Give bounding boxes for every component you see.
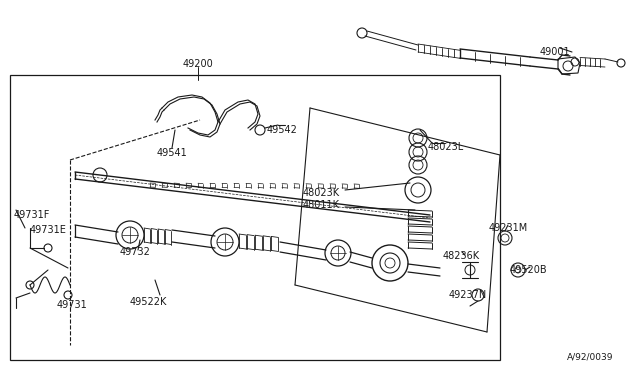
Text: 48023L: 48023L — [428, 142, 464, 152]
Text: 49522K: 49522K — [129, 297, 166, 307]
Bar — [10, 75, 500, 360]
Text: 48023K: 48023K — [303, 188, 340, 198]
Text: 49001: 49001 — [540, 47, 570, 57]
Text: 48236K: 48236K — [442, 251, 479, 261]
Text: 49731E: 49731E — [30, 225, 67, 235]
Text: A/92/0039: A/92/0039 — [567, 353, 613, 362]
Text: 49731: 49731 — [56, 300, 88, 310]
Text: 48011K: 48011K — [303, 200, 340, 210]
Text: 49731F: 49731F — [14, 210, 51, 220]
Text: 49231M: 49231M — [488, 223, 527, 233]
Text: 49542: 49542 — [267, 125, 298, 135]
Text: 49237N: 49237N — [449, 290, 487, 300]
Text: 49732: 49732 — [120, 247, 150, 257]
Text: 49520B: 49520B — [509, 265, 547, 275]
Text: 49541: 49541 — [157, 148, 188, 158]
Text: 49200: 49200 — [182, 59, 213, 69]
